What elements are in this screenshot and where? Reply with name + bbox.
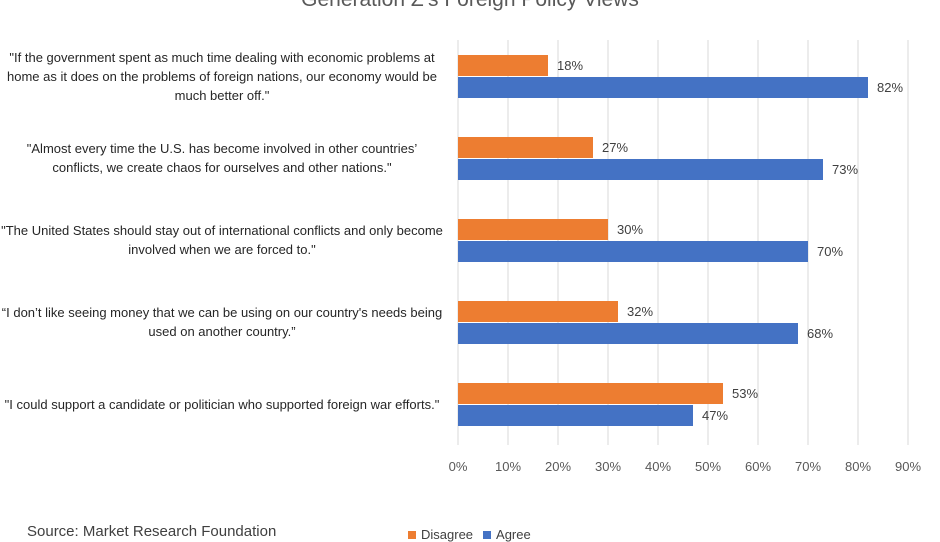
bar-agree — [458, 241, 808, 262]
legend-swatch-agree — [483, 530, 492, 539]
category-label: “I don’t like seeing money that we can b… — [1, 305, 443, 339]
legend-item-agree: Agree — [483, 527, 531, 542]
data-label: 18% — [557, 58, 583, 73]
data-label: 32% — [627, 304, 653, 319]
data-label: 70% — [817, 244, 843, 259]
data-label: 27% — [602, 140, 628, 155]
x-tick-label: 20% — [545, 459, 571, 474]
x-tick-label: 10% — [495, 459, 521, 474]
x-tick-label: 80% — [845, 459, 871, 474]
data-label: 53% — [732, 386, 758, 401]
bar-disagree — [458, 301, 618, 322]
data-label: 73% — [832, 162, 858, 177]
legend-label-disagree: Disagree — [421, 527, 474, 542]
bar-agree — [458, 323, 798, 344]
data-label: 47% — [702, 408, 728, 423]
x-tick-label: 50% — [695, 459, 721, 474]
legend-item-disagree: Disagree — [408, 527, 473, 542]
legend-label-agree: Agree — [496, 527, 531, 542]
chart-title: Generation Z’s Foreign Policy Views — [0, 0, 940, 12]
data-label: 68% — [807, 326, 833, 341]
x-tick-label: 70% — [795, 459, 821, 474]
bar-disagree — [458, 55, 548, 76]
x-tick-label: 0% — [449, 459, 468, 474]
bar-disagree — [458, 137, 593, 158]
bar-agree — [458, 405, 693, 426]
data-label: 82% — [877, 80, 903, 95]
category-label: "The United States should stay out of in… — [1, 223, 443, 257]
legend-swatch-disagree — [408, 530, 416, 539]
category-label: "If the government spent as much time de… — [7, 49, 437, 103]
bar-agree — [458, 159, 823, 180]
x-tick-label: 30% — [595, 459, 621, 474]
bar-disagree — [458, 219, 608, 240]
category-label: "Almost every time the U.S. has become i… — [26, 141, 418, 175]
category-label: "I could support a candidate or politici… — [4, 396, 440, 412]
bar-disagree — [458, 383, 723, 404]
legend: Disagree Agree — [408, 527, 541, 542]
source-note: Source: Market Research Foundation — [27, 523, 277, 540]
x-tick-label: 90% — [895, 459, 921, 474]
bar-agree — [458, 77, 868, 98]
data-label: 30% — [617, 222, 643, 237]
x-tick-label: 60% — [745, 459, 771, 474]
x-tick-label: 40% — [645, 459, 671, 474]
